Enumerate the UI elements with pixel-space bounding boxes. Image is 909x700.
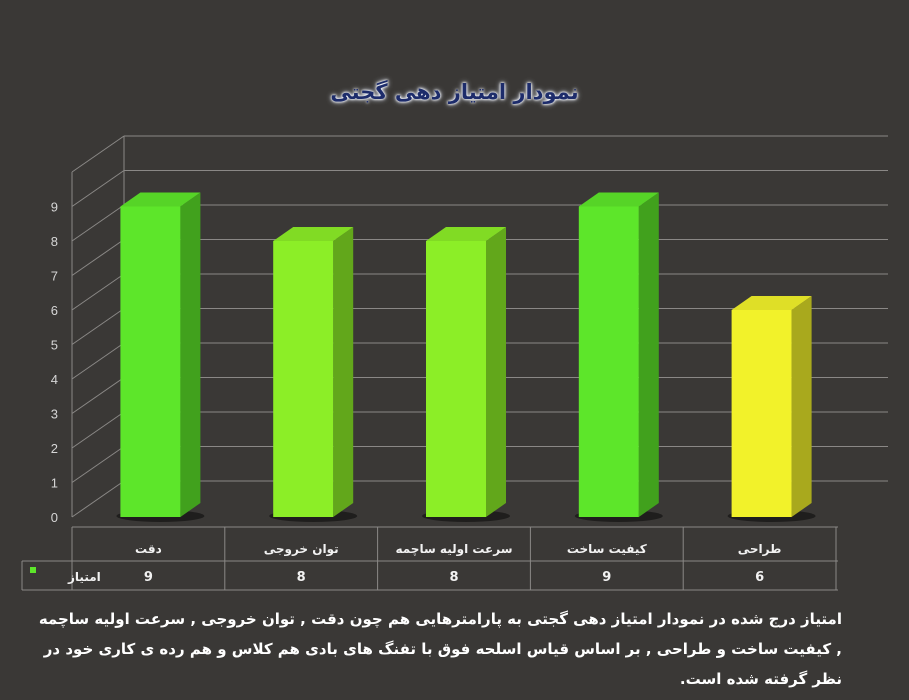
gridline-side [71,273,125,311]
gridline-side [71,239,125,276]
gridline-side [71,480,125,518]
bar-top [120,192,201,207]
category-label: طراحی [738,542,782,556]
data-label: 6 [755,570,764,585]
data-table: دقت توان خروجی سرعت اولیه ساچمه کیفیت ساخت ط… [21,526,838,591]
gridline-side [71,308,125,345]
bar [574,192,663,522]
bar [116,192,205,522]
gridline-side [71,377,125,414]
data-label: 9 [144,570,153,585]
y-tick-label: 2 [51,441,58,456]
category-label: دقت [135,542,162,556]
category-label: سرعت اولیه ساچمه [395,542,512,557]
bar-top [731,296,812,310]
bar-side [791,296,812,517]
y-tick-label: 4 [51,372,58,387]
y-axis-ticks: 0 1 2 3 4 5 6 7 8 9 [51,200,58,526]
y-tick-label: 0 [51,510,58,525]
y-tick-label: 1 [51,476,58,491]
chart-caption: امتیاز درج شده در نمودار امتیاز دهی گجتی… [38,610,842,688]
data-label: 9 [602,570,611,585]
bar-side [638,192,659,517]
gridline-side [71,135,125,173]
y-tick-label: 8 [51,234,58,249]
gridline-side [71,342,125,380]
legend-entry: امتیاز [67,570,101,584]
y-tick-label: 9 [51,200,58,215]
bar-front [426,241,486,517]
bars [116,192,816,522]
bar-side [180,192,201,517]
bar-top [578,192,659,207]
bar-front [731,310,792,517]
data-label: 8 [297,570,306,585]
gridline-side [71,446,125,483]
bar-top [426,227,506,241]
gridline-side [71,204,125,242]
y-tick-label: 5 [51,338,58,353]
bar-front [120,206,181,517]
bar [269,227,358,522]
bar [422,227,510,522]
data-label: 8 [449,570,458,585]
bar-front [578,206,639,517]
chart-title: نمودار امتیاز دهی گجتی [330,80,579,104]
category-label: کیفیت ساخت [567,542,647,556]
y-tick-label: 3 [51,407,58,422]
gridline-side [71,170,125,207]
bar-front [273,241,334,517]
bar-side [486,227,506,517]
bar [727,296,816,522]
gridline-side [71,411,125,449]
bar-top [273,227,354,241]
legend-swatch [30,567,36,573]
y-tick-label: 7 [51,269,58,284]
bar-side [333,227,354,517]
category-label: توان خروجی [264,542,339,557]
y-tick-label: 6 [51,303,58,318]
